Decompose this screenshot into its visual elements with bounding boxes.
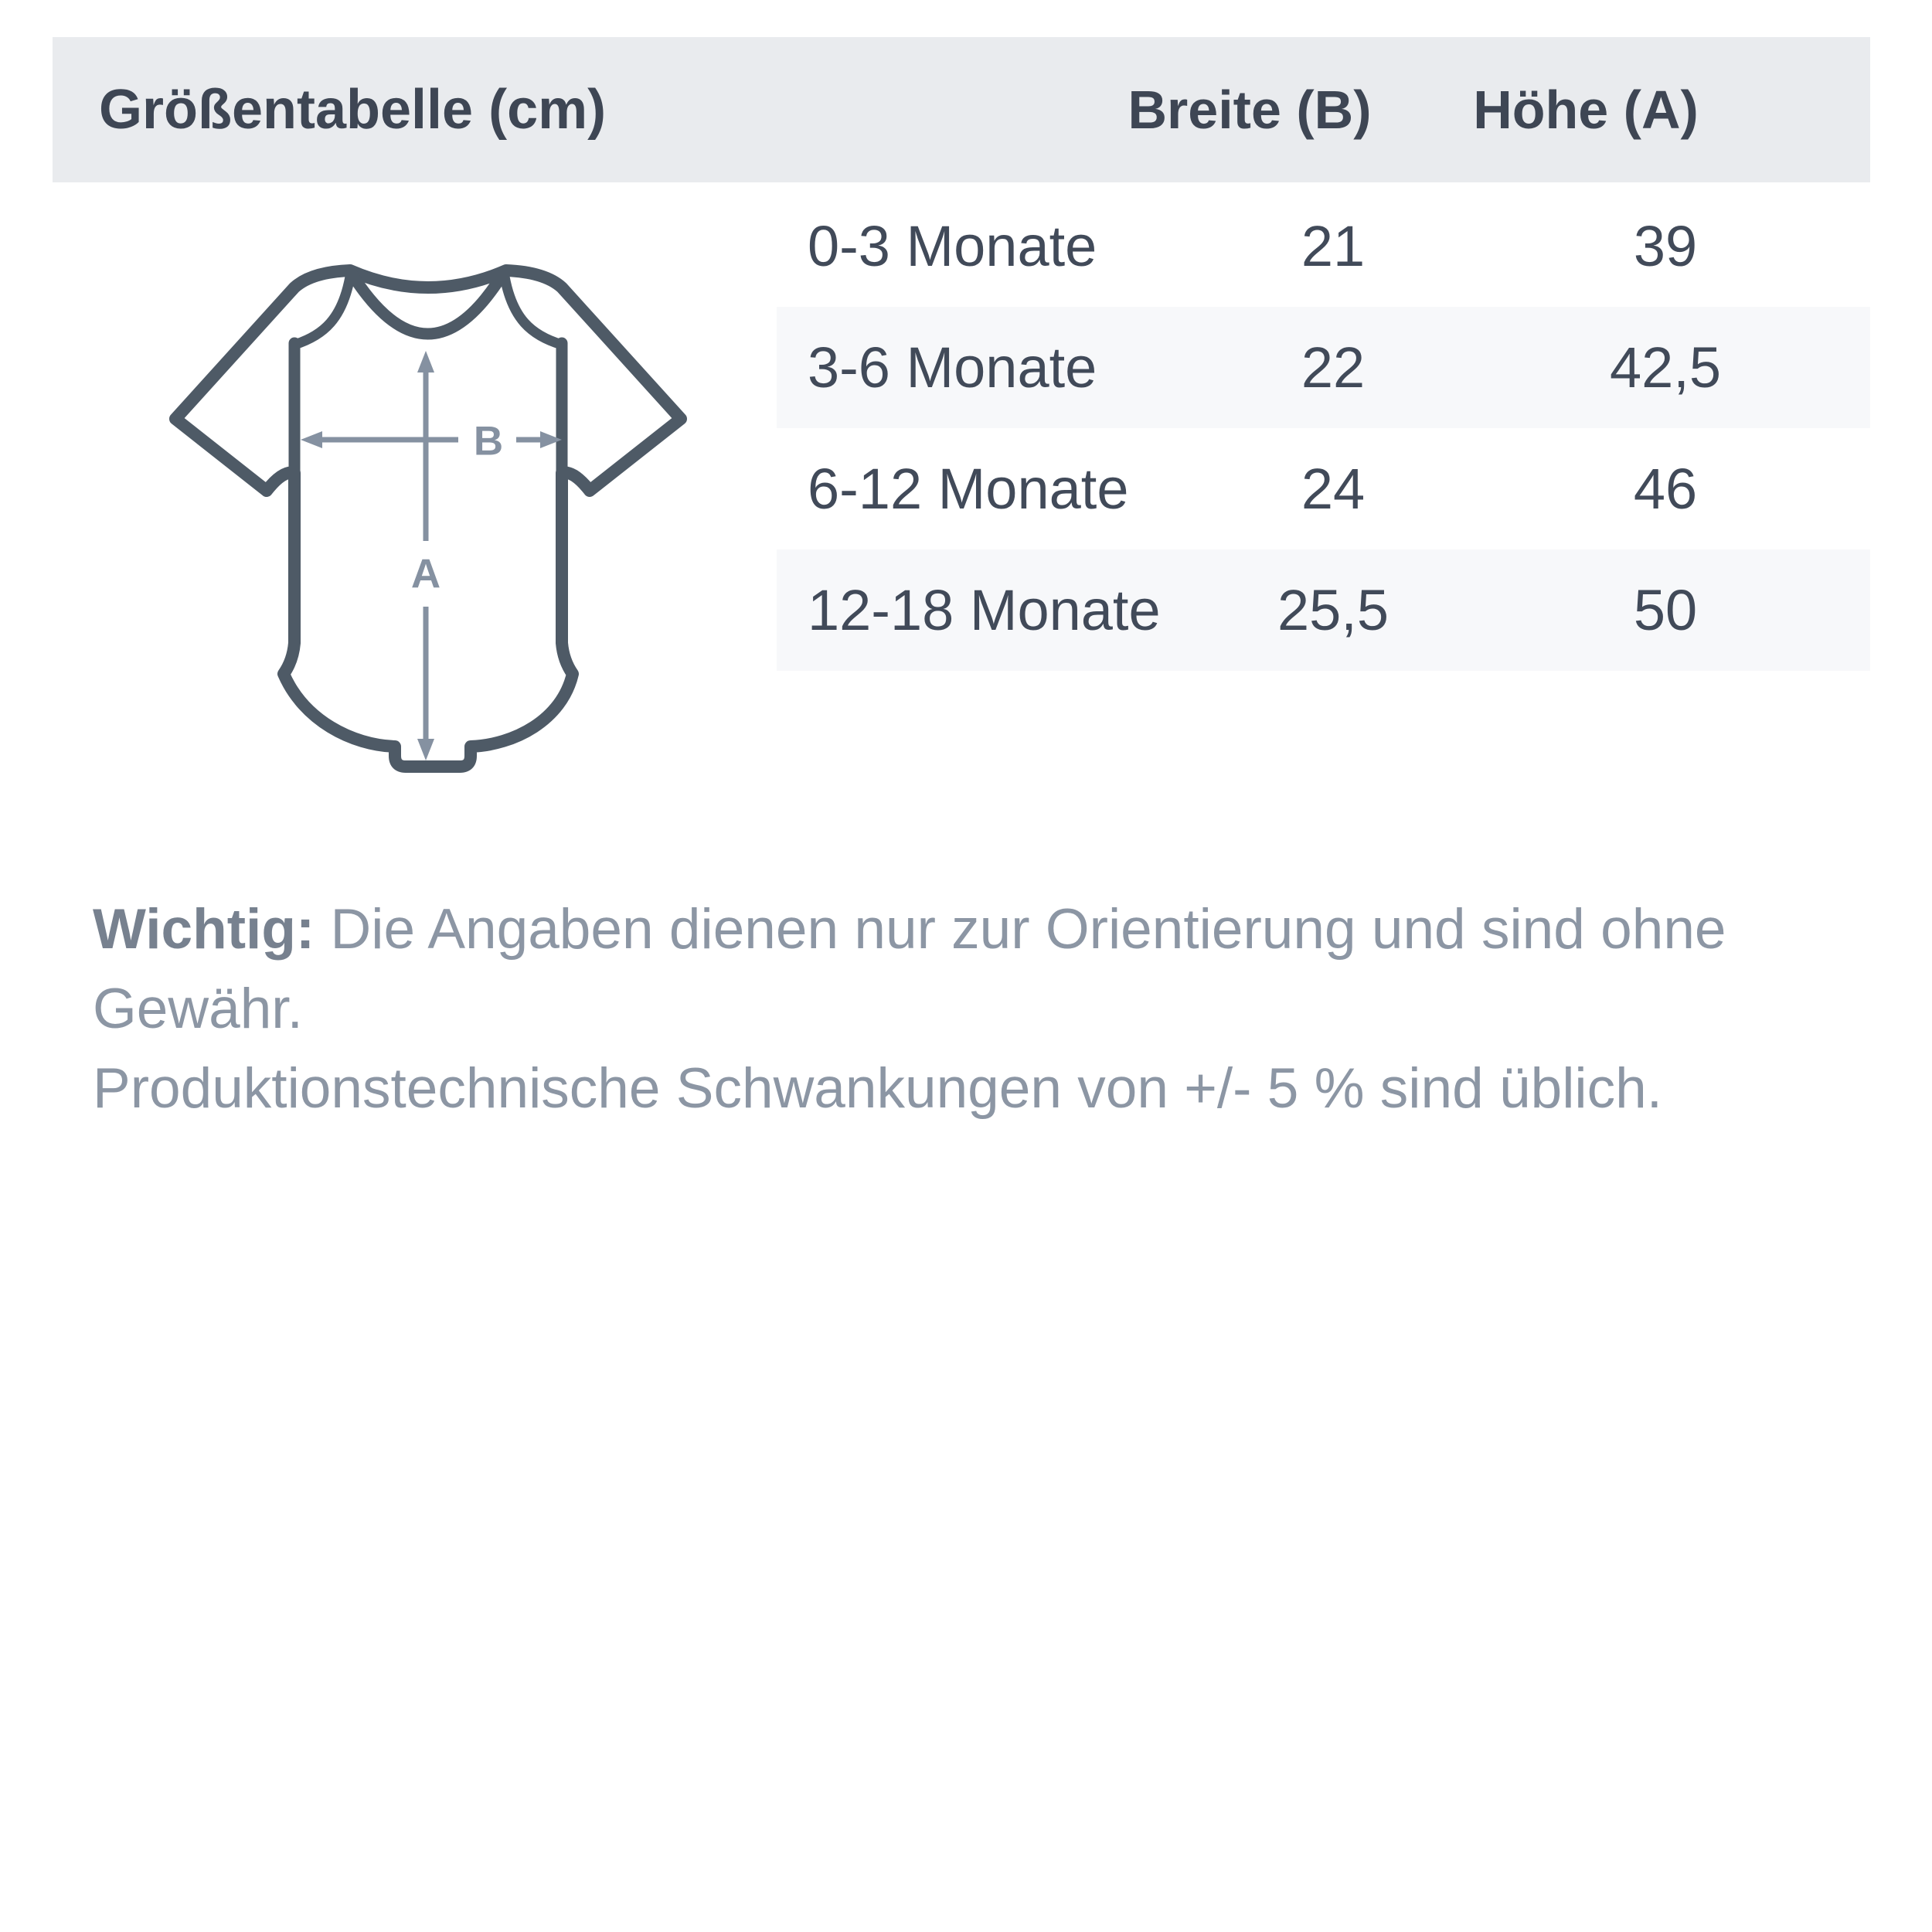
neckline-rim [345, 267, 509, 340]
breite-value: 22 [1301, 335, 1366, 400]
hoehe-value: 42,5 [1609, 335, 1722, 400]
disclaimer-label: Wichtig: [93, 898, 315, 961]
left-shoulder-seam [289, 271, 355, 350]
hoehe-value: 46 [1633, 457, 1698, 521]
arrow-up-head [417, 351, 434, 372]
width-label: B [474, 419, 503, 464]
table-row: 12-18 Monate 25,5 50 [777, 549, 1870, 671]
arrow-right-head [540, 431, 562, 448]
bodysuit-diagram: A B [151, 247, 707, 788]
page-title: Größentabelle (cm) [99, 79, 607, 141]
hoehe-value: 50 [1633, 578, 1698, 642]
disclaimer-line1: Die Angaben dienen nur zur Orientierung … [93, 898, 1726, 1040]
row-label: 6-12 Monate [808, 457, 1129, 521]
breite-value: 21 [1301, 214, 1366, 278]
row-label: 0-3 Monate [808, 214, 1097, 278]
disclaimer-line2: Produktionstechnische Schwankungen von +… [93, 1057, 1663, 1120]
width-arrow: B [301, 419, 562, 464]
breite-value: 24 [1301, 457, 1366, 521]
size-chart-header: Größentabelle (cm) Breite (B) Höhe (A) [53, 37, 1870, 182]
disclaimer-note: Wichtig: Die Angaben dienen nur zur Orie… [93, 889, 1870, 1128]
column-header-hoehe: Höhe (A) [1473, 80, 1699, 140]
height-label: A [411, 552, 440, 597]
right-shoulder-seam [499, 271, 567, 350]
arrow-down-head [417, 739, 434, 760]
height-arrow: A [411, 351, 440, 760]
row-label: 3-6 Monate [808, 335, 1097, 400]
row-label: 12-18 Monate [808, 578, 1161, 642]
table-row: 6-12 Monate 24 46 [777, 428, 1870, 549]
table-row: 0-3 Monate 21 39 [777, 185, 1870, 307]
breite-value: 25,5 [1277, 578, 1389, 642]
baby-bodysuit-icon: A B [169, 264, 687, 773]
hoehe-value: 39 [1633, 214, 1698, 278]
column-header-breite: Breite (B) [1128, 80, 1372, 140]
arrow-left-head [301, 431, 322, 448]
table-row: 3-6 Monate 22 42,5 [777, 307, 1870, 428]
